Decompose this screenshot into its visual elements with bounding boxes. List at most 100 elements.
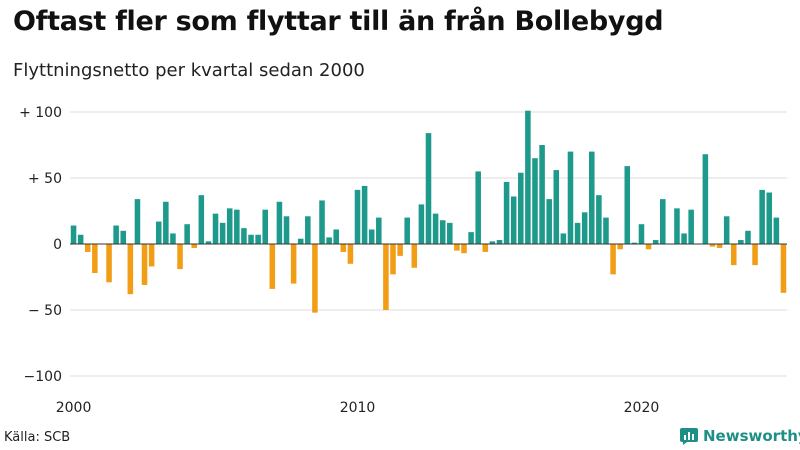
bar [312,244,318,313]
bar [170,233,176,244]
bar [404,217,410,244]
bar [418,204,425,244]
bar [376,217,382,244]
bar [709,244,716,247]
bar [234,209,240,244]
bar [77,234,84,244]
bar [496,240,503,244]
y-tick-label: 0 [53,237,62,253]
bar [567,151,574,244]
bar [127,244,134,295]
bar [177,244,183,270]
bar [738,240,744,244]
bar [723,216,730,244]
y-tick-label: + 50 [28,171,62,187]
bar [745,230,751,244]
bar [354,189,361,244]
bar [773,217,780,244]
bar [631,242,638,244]
bar [660,199,666,244]
bar [319,200,325,244]
bar [482,244,489,252]
bar [603,217,609,244]
bar [84,244,91,252]
bar [468,232,474,244]
bar [205,241,212,244]
bar [688,209,694,244]
bar [155,221,162,244]
bar [681,233,687,244]
bar [219,222,226,244]
x-axis-ticks: 2000 2010 2020 [56,400,660,416]
bar [589,151,595,244]
bar [560,233,567,244]
bar [553,170,560,244]
bar [297,238,304,244]
bar [574,222,581,244]
bar [383,244,389,310]
bar [70,225,77,244]
bar [347,244,354,264]
chart-title: Oftast fler som flyttar till än från Bol… [13,6,664,37]
bar [652,240,659,244]
bars [70,110,787,313]
bar [638,224,645,244]
bar [454,244,460,251]
source-note: Källa: SCB [4,430,71,445]
bar [624,166,631,244]
y-tick-label: − 50 [28,303,62,319]
y-tick-label: −100 [24,369,62,385]
brand-name: Newsworthy [703,427,800,445]
y-tick-label: + 100 [19,105,62,121]
bar [276,201,283,244]
bar [432,213,439,244]
bar [702,154,709,244]
x-tick-label: 2020 [624,400,660,416]
bar [518,172,524,244]
bar [596,195,602,244]
bar [674,208,680,244]
bar [730,244,737,266]
bar [752,244,758,266]
bar [617,244,623,250]
bar [92,244,98,274]
bar [305,216,311,244]
brand-logo: Newsworthy [680,427,800,445]
bar [141,244,148,285]
bar [610,244,616,275]
bar [212,213,219,244]
x-tick-label: 2000 [56,400,92,416]
bar [283,216,290,244]
bar [191,244,197,248]
bar [241,228,247,244]
bar [475,171,481,244]
x-tick-label: 2010 [340,400,376,416]
bar [326,237,332,244]
bar [134,199,141,244]
bar [759,189,765,244]
bar [546,199,552,244]
chart-subtitle: Flyttningsnetto per kvartal sedan 2000 [13,60,365,81]
bar [163,201,169,244]
bar [198,195,205,244]
y-axis-ticks: + 100 + 50 0 − 50 −100 [19,105,62,385]
bar [532,158,538,244]
bar [581,212,588,244]
bar [333,229,339,244]
bar [113,225,119,244]
bar-chart-bubble-icon [680,427,698,445]
bar [262,209,268,244]
bar [340,244,347,252]
bar [120,230,127,244]
bar [447,222,453,244]
bar [269,244,276,289]
bar [390,244,396,275]
bar [645,244,652,250]
bar [411,244,418,268]
bar [106,244,112,283]
bar [716,244,723,248]
bar [461,244,467,254]
bar [525,110,531,245]
bar [766,192,773,244]
